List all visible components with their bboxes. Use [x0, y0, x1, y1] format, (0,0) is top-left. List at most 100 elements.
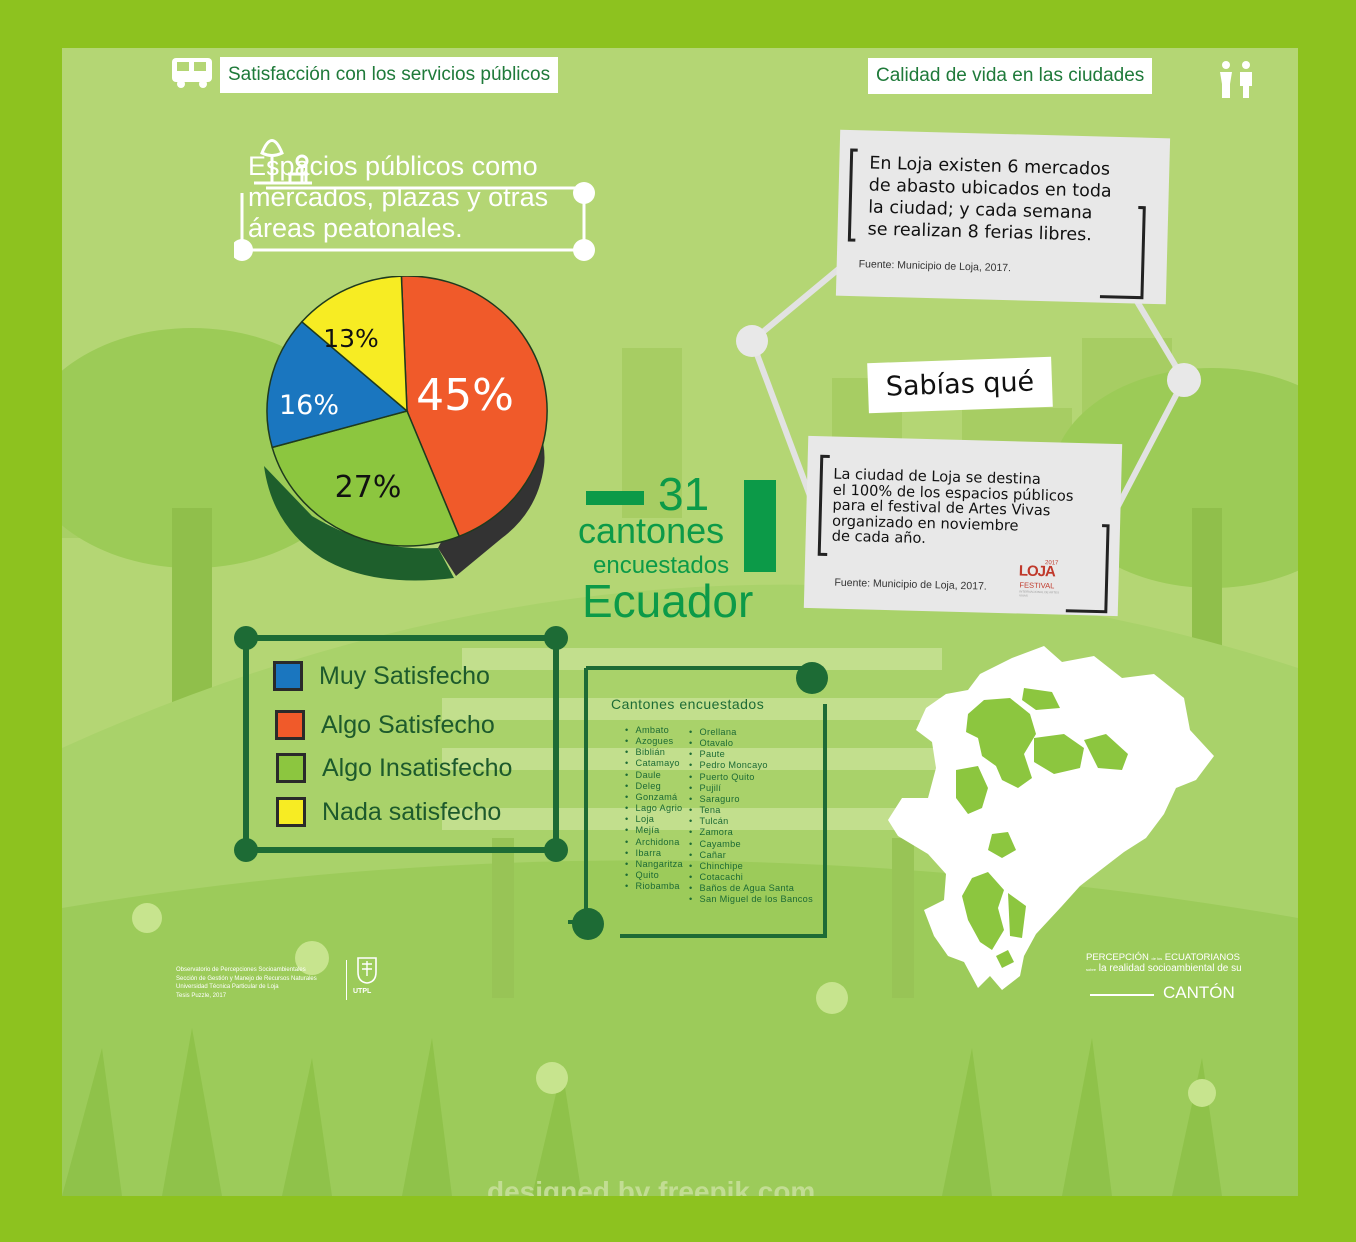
canton-item: Loja	[625, 814, 683, 825]
cantons-list-1: AmbatoAzoguesBibliánCatamayoDauleDelegGo…	[625, 725, 683, 892]
canton-item: Chinchipe	[689, 861, 813, 872]
fact-1-text: En Loja existen 6 mercados de abasto ubi…	[867, 152, 1112, 246]
canton-item: Cañar	[689, 850, 813, 861]
legend-swatch	[273, 661, 303, 691]
bus-icon	[172, 58, 212, 88]
infographic-panel: designed by freepik.com Satisfacción con…	[62, 48, 1298, 1196]
pie-slices	[266, 276, 548, 547]
canton-item: Daule	[625, 770, 683, 781]
legend-swatch	[275, 710, 305, 740]
canton-item: Cotacachi	[689, 872, 813, 883]
brand-sobre: sobre	[1086, 967, 1097, 972]
canton-item: Saraguro	[689, 794, 813, 805]
canton-item: Ambato	[625, 725, 683, 736]
festival-logo-name: LOJA	[1018, 562, 1056, 581]
legend-swatch	[276, 797, 306, 827]
canton-item: Biblián	[625, 747, 683, 758]
canton-item: Otavalo	[689, 738, 813, 749]
canton-item: Tulcán	[689, 816, 813, 827]
section-title-quality: Calidad de vida en las ciudades	[868, 58, 1153, 94]
stat-dash	[586, 491, 644, 505]
canton-item: Paute	[689, 749, 813, 760]
people-icon	[1220, 61, 1252, 98]
pie-label-algo-satisfecho: 45%	[416, 370, 514, 421]
credits: Observatorio de Percepciones Socioambien…	[176, 966, 317, 1000]
stat-line1: cantones	[578, 510, 725, 551]
credit-line: Universidad Técnica Particular de Loja	[176, 984, 279, 990]
question-frame	[234, 139, 595, 261]
section-title-services: Satisfacción con los servicios públicos	[220, 57, 559, 93]
question-text: Espacios públicos como mercados, plazas …	[248, 151, 549, 243]
legend-label: Nada satisfecho	[322, 797, 502, 826]
canton-item: Puerto Quito	[689, 772, 813, 783]
fact-card-1-brackets	[847, 148, 1146, 300]
canton-item: Riobamba	[625, 881, 683, 892]
brand-realidad: la realidad socioambiental de su	[1098, 963, 1242, 974]
canton-item: Archidona	[625, 837, 683, 848]
pie-label-nada-satisfecho: 13%	[323, 324, 379, 353]
pie-label-algo-insatisfecho: 27%	[335, 470, 402, 505]
pie-slice-algo-satisfecho	[400, 276, 548, 538]
canton-item: Nangaritza	[625, 859, 683, 870]
pie-slice-muy-satisfecho	[266, 320, 409, 449]
canton-item: Zamora	[689, 827, 813, 838]
festival-logo-sub: INTERNACIONAL DE ARTES VIVAS	[1019, 589, 1060, 598]
cantons-title: Cantones encuestados	[611, 696, 765, 712]
legend-item-muy-satisfecho: Muy Satisfecho	[273, 661, 490, 691]
legend-frame	[234, 626, 568, 862]
canton-item: Cayambe	[689, 839, 813, 850]
sabias-que-box: Sabías qué	[867, 356, 1053, 414]
canton-item: Azogues	[625, 736, 683, 747]
stat-count: 31	[658, 468, 710, 520]
canton-item: Gonzamá	[625, 792, 683, 803]
credit-line: Tesis Puzzle, 2017	[176, 992, 227, 999]
pie-extrusion-bottom	[264, 466, 454, 581]
canton-item: Pedro Moncayo	[689, 760, 813, 771]
stat-line2: encuestados	[593, 552, 730, 579]
canton-item: Baños de Agua Santa	[689, 883, 813, 894]
credits-divider	[346, 960, 347, 1000]
legend-label: Algo Insatisfecho	[322, 753, 513, 782]
watermark: designed by freepik.com	[487, 1176, 816, 1196]
brand-canton: CANTÓN	[1163, 983, 1235, 1002]
canton-item: Quito	[625, 870, 683, 881]
sabias-que-title: Sabías qué	[885, 366, 1035, 403]
credit-line: Observatorio de Percepciones Socioambien…	[176, 967, 306, 973]
canton-item: Mejía	[625, 825, 683, 836]
canton-item: Catamayo	[625, 758, 683, 769]
legend-label: Muy Satisfecho	[319, 661, 490, 690]
canton-item: Deleg	[625, 781, 683, 792]
brand-perception: PERCEPCIÓN	[1086, 952, 1149, 963]
utpl-shield-icon	[357, 957, 377, 984]
fact-2-text: La ciudad de Loja se destina el 100% de …	[831, 466, 1074, 551]
legend-label: Algo Satisfecho	[321, 710, 495, 739]
cantons-list-2: OrellanaOtavaloPautePedro MoncayoPuerto …	[689, 727, 813, 906]
canton-item: Pujilí	[689, 783, 813, 794]
brand: PERCEPCIÓN de los ECUATORIANOS sobre la …	[1086, 952, 1242, 974]
cantons-frame	[568, 662, 828, 940]
utpl-label: UTPL	[353, 988, 372, 995]
canton-item: Ibarra	[625, 848, 683, 859]
fact-card-1: En Loja existen 6 mercados de abasto ubi…	[835, 129, 1171, 305]
legend-item-algo-satisfecho: Algo Satisfecho	[275, 710, 495, 740]
pie-label-muy-satisfecho: 16%	[279, 390, 339, 421]
legend-item-nada-satisfecho: Nada satisfecho	[276, 797, 501, 827]
brand-delos: de los	[1151, 956, 1163, 961]
fact-card-2: La ciudad de Loja se destina el 100% de …	[803, 435, 1123, 617]
credit-line: Sección de Gestión y Manejo de Recursos …	[176, 975, 317, 982]
legend-swatch	[276, 753, 306, 783]
canton-item: Tena	[689, 805, 813, 816]
pie-slice-nada-satisfecho	[300, 276, 408, 413]
canton-item: Orellana	[689, 727, 813, 738]
legend-item-algo-insatisfecho: Algo Insatisfecho	[276, 753, 512, 783]
festival-logo: 2017 LOJA FESTIVAL INTERNACIONAL DE ARTE…	[1018, 559, 1063, 604]
brand-ecuatorianos: ECUATORIANOS	[1164, 952, 1240, 963]
fact-card-2-brackets	[817, 454, 1110, 614]
pie-slice-algo-insatisfecho	[271, 410, 461, 547]
stat-bar	[744, 480, 776, 572]
brand-underline	[1090, 994, 1154, 996]
canton-item: San Miguel de los Bancos	[689, 894, 813, 905]
canton-item: Lago Agrio	[625, 803, 683, 814]
ecuador-map	[888, 646, 1214, 990]
